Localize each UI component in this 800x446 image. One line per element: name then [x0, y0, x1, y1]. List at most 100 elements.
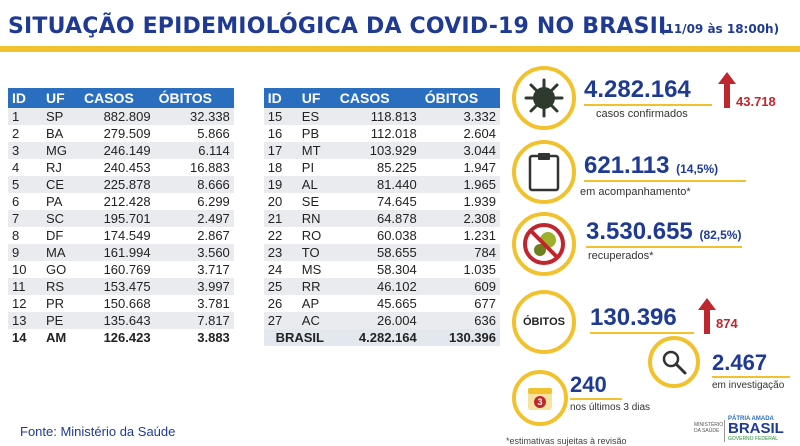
- magnifier-icon-circle: [648, 336, 700, 388]
- cell-casos: 126.423: [103, 330, 151, 345]
- cell-obitos: 609: [420, 278, 500, 295]
- cell-obitos: 784: [420, 244, 500, 261]
- cell-obitos: 1.035: [463, 262, 496, 277]
- cell-casos: 45.665: [376, 296, 417, 311]
- cell-uf: RS: [42, 278, 80, 295]
- confirmed-up-arrow-icon: [718, 72, 736, 108]
- cell-uf: SP: [42, 108, 80, 125]
- cell-casos: 85.225: [376, 160, 417, 175]
- cell-id: 10: [12, 262, 27, 277]
- cell-id: 1: [8, 108, 42, 125]
- gov-text: GOVERNO FEDERAL: [728, 436, 779, 442]
- deaths-delta: 874: [716, 316, 738, 331]
- investigation-label: em investigação: [712, 380, 785, 391]
- cell-gap: [233, 295, 264, 312]
- clipboard-icon-circle: [512, 140, 576, 204]
- cell-obitos: 1.965: [420, 176, 500, 193]
- cell-id: 15: [263, 108, 298, 125]
- cell-casos: 150.668: [103, 296, 151, 311]
- cell-gap: [233, 108, 264, 125]
- logo-divider: [724, 420, 725, 442]
- cell-uf: TO: [297, 244, 336, 261]
- cell-uf: PA: [46, 194, 63, 209]
- last3days-label: nos últimos 3 dias: [570, 402, 651, 413]
- ministry-logo: MINISTÉRIO DA SAÚDE: [694, 422, 724, 434]
- cell-id: 22: [267, 228, 283, 243]
- cell-id: 3: [8, 142, 42, 159]
- footnote: *estimativas sujeitas à revisão: [506, 436, 627, 446]
- cell-casos: 60.038: [376, 228, 417, 243]
- table-row: 11 RS 153.475 3.997 25 RR 46.102 609: [8, 278, 500, 295]
- cell-id: 6: [12, 194, 20, 209]
- recovered-value: 3.530.655 (82,5%): [586, 218, 741, 246]
- cell-id: 7: [8, 210, 42, 227]
- recovered-label: recuperados*: [588, 250, 654, 262]
- cell-uf: DF: [46, 228, 64, 243]
- cell-uf: AP: [301, 296, 320, 311]
- cell-uf: GO: [46, 262, 67, 277]
- cell-uf: AM: [46, 330, 67, 345]
- report-date: (11/09 às 18:00h): [660, 22, 780, 36]
- monitoring-value: 621.113 (14,5%): [584, 152, 718, 180]
- col-casos: CASOS: [335, 88, 421, 108]
- virus-icon-circle: [512, 66, 576, 130]
- cell-gap: [233, 142, 264, 159]
- cell-id: 12: [12, 296, 27, 311]
- cell-casos: 81.440: [335, 176, 421, 193]
- brasil-text: BRASIL: [728, 420, 784, 437]
- cell-id: 21: [263, 210, 298, 227]
- cell-id: 13: [8, 312, 42, 329]
- recovered-underline: [586, 246, 742, 248]
- table-row: 6 PA 212.428 6.299 20 SE 74.645 1.939: [8, 193, 500, 210]
- calendar-badge: 3: [537, 397, 542, 407]
- recovered-number: 3.530.655: [586, 218, 693, 245]
- cell-obitos: 3.717: [197, 262, 230, 277]
- cell-obitos: 1.939: [463, 194, 496, 209]
- deaths-circle: ÓBITOS: [512, 290, 576, 354]
- confirmed-label: casos confirmados: [596, 108, 688, 120]
- table-row: 12 PR 150.668 3.781 26 AP 45.665 677: [8, 295, 500, 312]
- cell-id: 27: [263, 312, 298, 329]
- cell-gap: [233, 176, 264, 193]
- monitoring-number: 621.113: [584, 152, 670, 179]
- cell-id: 25: [263, 278, 298, 295]
- cell-obitos: 1.231: [463, 228, 496, 243]
- cell-obitos: 16.883: [190, 160, 230, 175]
- calendar-icon: 3: [528, 388, 552, 410]
- cell-casos: 240.453: [103, 160, 151, 175]
- cell-obitos: 3.997: [154, 278, 234, 295]
- cell-obitos: 636: [420, 312, 500, 329]
- cell-gap: [233, 159, 264, 176]
- table-row: 3 MG 246.149 6.114 17 MT 103.929 3.044: [8, 142, 500, 159]
- investigation-value: 2.467: [712, 350, 768, 375]
- cell-uf: SE: [301, 194, 320, 209]
- cell-obitos: 6.299: [197, 194, 230, 209]
- monitoring-pct: (14,5%): [676, 162, 719, 176]
- total-casos: 4.282.164: [335, 329, 421, 346]
- cell-id: 16: [267, 126, 283, 141]
- cell-uf: MG: [42, 142, 80, 159]
- cell-gap: [233, 125, 264, 142]
- patria-text: PÁTRIA AMADA: [728, 416, 774, 422]
- cell-uf: AC: [297, 312, 336, 329]
- col-casos: CASOS: [80, 88, 155, 108]
- cell-obitos: 8.666: [154, 176, 234, 193]
- cell-obitos: 3.332: [420, 108, 500, 125]
- deaths-underline: [590, 332, 694, 334]
- cell-obitos: 2.497: [154, 210, 234, 227]
- cell-casos: 279.509: [103, 126, 151, 141]
- col-obitos: ÓBITOS: [420, 88, 500, 108]
- cell-uf: BA: [46, 126, 64, 141]
- cell-uf: CE: [42, 176, 80, 193]
- cell-casos: 161.994: [80, 244, 155, 261]
- col-uf: UF: [42, 88, 80, 108]
- last3days-value: 240: [570, 372, 607, 397]
- cell-casos: 195.701: [80, 210, 155, 227]
- cell-uf: RR: [297, 278, 336, 295]
- cell-uf: PI: [301, 160, 315, 175]
- cell-gap: [233, 261, 264, 278]
- cell-casos: 58.304: [376, 262, 417, 277]
- cell-uf: MS: [301, 262, 322, 277]
- cell-gap: [233, 329, 264, 346]
